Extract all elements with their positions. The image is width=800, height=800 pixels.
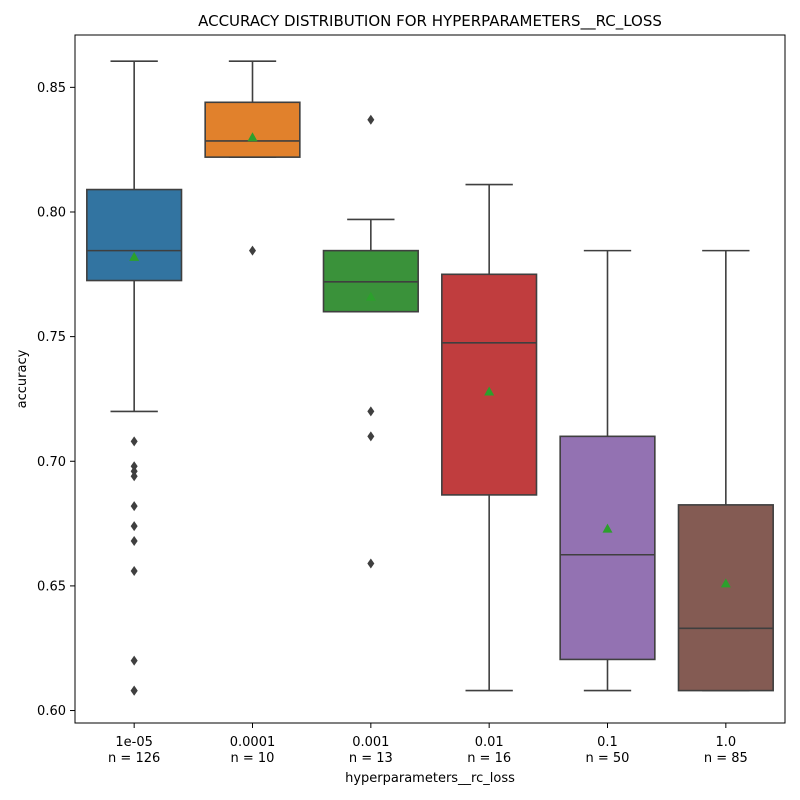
mean-marker [247, 132, 258, 142]
box-group-1 [86, 60, 183, 696]
outlier-point [367, 406, 375, 417]
x-tick-label: 0.1 [597, 735, 618, 750]
x-tick-count-label: n = 10 [231, 751, 275, 766]
y-tick-label: 0.85 [37, 81, 66, 96]
plot-frame [74, 34, 786, 724]
box-group-3 [322, 114, 419, 569]
mean-marker [129, 251, 140, 261]
outlier-point [367, 431, 375, 442]
x-tick-count-label: n = 85 [704, 751, 748, 766]
outlier-point [130, 521, 138, 532]
mean-marker [602, 523, 613, 533]
y-axis: 0.60 0.65 0.70 0.75 0.80 0.85 [37, 81, 75, 719]
x-tick-count-label: n = 16 [467, 751, 511, 766]
outlier-point [130, 436, 138, 447]
box-group-2 [204, 60, 301, 256]
y-tick-label: 0.75 [37, 330, 66, 345]
box-group-5 [559, 249, 656, 692]
box-group-4 [441, 183, 538, 692]
x-tick-label: 1e-05 [115, 735, 153, 750]
x-tick-label: 0.01 [475, 735, 504, 750]
y-tick-label: 0.70 [37, 455, 66, 470]
iqr-box [677, 504, 774, 692]
outlier-point [249, 245, 256, 256]
x-tick-label: 1.0 [715, 735, 736, 750]
x-tick-count-label: n = 126 [108, 751, 160, 766]
x-tick-label: 0.0001 [230, 735, 276, 750]
iqr-box [559, 435, 656, 661]
outlier-point [130, 501, 138, 512]
outlier-point [130, 536, 138, 547]
mean-marker [484, 386, 495, 396]
iqr-box [441, 273, 538, 496]
y-axis-label: accuracy [15, 349, 30, 408]
outlier-point [367, 114, 375, 125]
y-tick-label: 0.65 [37, 579, 66, 594]
y-tick-label: 0.60 [37, 704, 66, 719]
mean-marker [365, 291, 376, 301]
x-tick-label: 0.001 [352, 735, 389, 750]
y-tick-label: 0.80 [37, 205, 66, 220]
outlier-point [130, 565, 138, 576]
outlier-point [367, 558, 375, 569]
x-tick-count-label: n = 13 [349, 751, 393, 766]
plot-area [86, 60, 774, 696]
chart-title: ACCURACY DISTRIBUTION FOR HYPERPARAMETER… [198, 12, 662, 31]
iqr-box [86, 188, 183, 282]
iqr-box [204, 101, 301, 158]
x-axis-label: hyperparameters__rc_loss [345, 771, 515, 786]
outlier-point [130, 685, 138, 696]
outlier-point [130, 471, 138, 482]
outlier-point [130, 655, 138, 666]
box-group-6 [677, 249, 774, 692]
x-tick-count-label: n = 50 [586, 751, 630, 766]
mean-marker [720, 578, 731, 588]
